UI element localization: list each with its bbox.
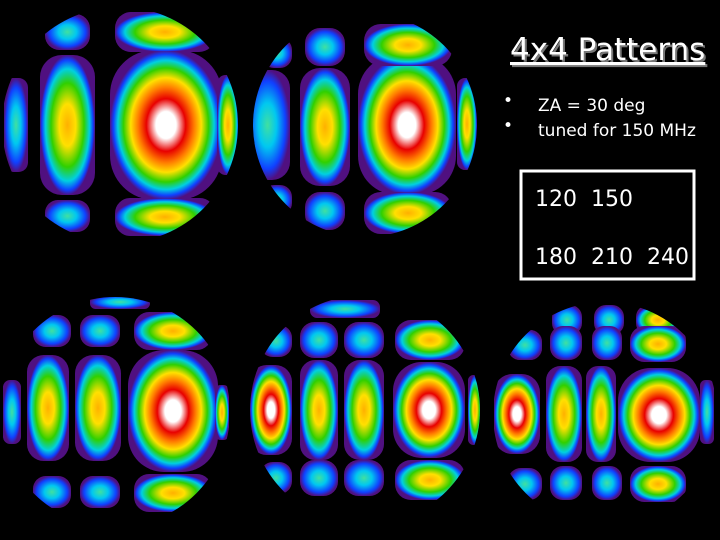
lobe [393,362,465,458]
pattern-image [0,297,230,527]
lobe [305,192,345,230]
box-line: 180 210 240 [535,245,689,270]
lobe [550,326,582,360]
lobe [395,320,465,360]
lobe [364,24,452,66]
lobe [27,355,69,461]
lobe [80,476,120,508]
lobe [128,350,218,472]
bullet-dot: • [503,91,513,111]
lobe [300,322,338,358]
lobe [586,366,616,462]
lobe [305,28,345,66]
lobe [75,355,121,461]
lobe [344,322,384,358]
lobe [494,374,540,454]
lobe [300,360,338,460]
lobe [546,366,582,462]
lobe [630,466,686,502]
lobe [395,460,465,500]
pattern-image [493,302,717,526]
beam-patterns [0,7,717,527]
lobe [618,368,700,462]
frequency-box [519,169,696,281]
lobe [344,360,384,460]
lobe [300,460,338,496]
lobe [468,375,480,445]
slide-title: 4x4 Patterns [510,32,705,68]
lobe [4,78,28,172]
lobe [344,460,384,496]
bullet-dot: • [503,116,513,136]
pattern-image [2,7,238,243]
pattern-image [250,295,480,525]
lobe [550,466,582,500]
lobe [33,476,71,508]
lobe [310,300,380,318]
lobe [110,50,222,200]
lobe [215,385,229,440]
bullet-text: ZA = 30 deg [538,96,645,116]
box-line: 120 150 [535,187,633,212]
lobe [250,365,292,455]
lobe [592,466,622,500]
lobe [630,326,686,362]
lobe [700,380,714,444]
pattern-image [253,13,477,237]
lobe [217,75,238,175]
lobe [33,315,71,347]
lobe [300,68,350,186]
lobe [45,200,90,232]
bullet-text: tuned for 150 MHz [538,121,696,141]
lobe [358,55,456,195]
lobe [3,380,21,444]
lobe [40,55,95,195]
lobe [592,326,622,360]
lobe [457,78,477,170]
lobe [80,315,120,347]
